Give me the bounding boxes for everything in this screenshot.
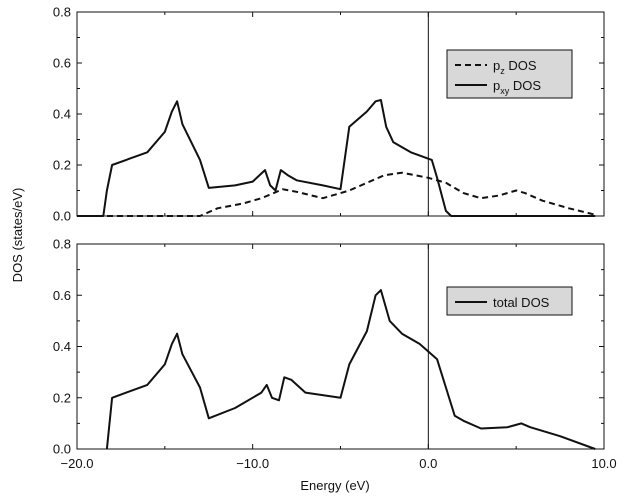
x-tick-label: −20.0 [61,456,94,471]
y-tick-label: 0.8 [53,237,71,252]
legend-label: pz DOS [493,58,537,76]
y-tick-label: 0.2 [53,390,71,405]
y-tick-label: 0.0 [53,442,71,457]
plot-frame [76,243,605,450]
legend-label: total DOS [493,295,550,310]
legend: pz DOS pxy DOS [446,49,573,99]
y-tick-label: 0.6 [53,56,71,71]
series-line-pxy-dos [77,99,596,217]
series-line-total-dos [105,289,596,450]
x-tick-label: 10.0 [591,456,616,471]
top-panel: 0.0 0.2 0.4 0.6 0.8 pz DOS pxy DOS [53,5,605,224]
legend-label: pxy DOS [493,78,541,96]
x-tick-label: −10.0 [236,456,269,471]
legend: total DOS [446,286,573,316]
y-tick-label: 0.6 [53,288,71,303]
y-tick-label: 0.4 [53,107,71,122]
x-tick-labels: −20.0 −10.0 0.0 10.0 [61,456,617,471]
bottom-panel: 0.0 0.2 0.4 0.6 0.8 total DOS [53,237,605,457]
legend-box [446,49,573,99]
y-tick-label: 0.4 [53,339,71,354]
x-axis-title: Energy (eV) [300,478,369,493]
y-tick-label: 0.2 [53,158,71,173]
x-tick-label: 0.0 [419,456,437,471]
y-axis-title: DOS (states/eV) [10,188,25,283]
y-tick-label: 0.8 [53,5,71,20]
y-tick-label: 0.0 [53,209,71,224]
series-line-pz-dos [77,171,596,217]
